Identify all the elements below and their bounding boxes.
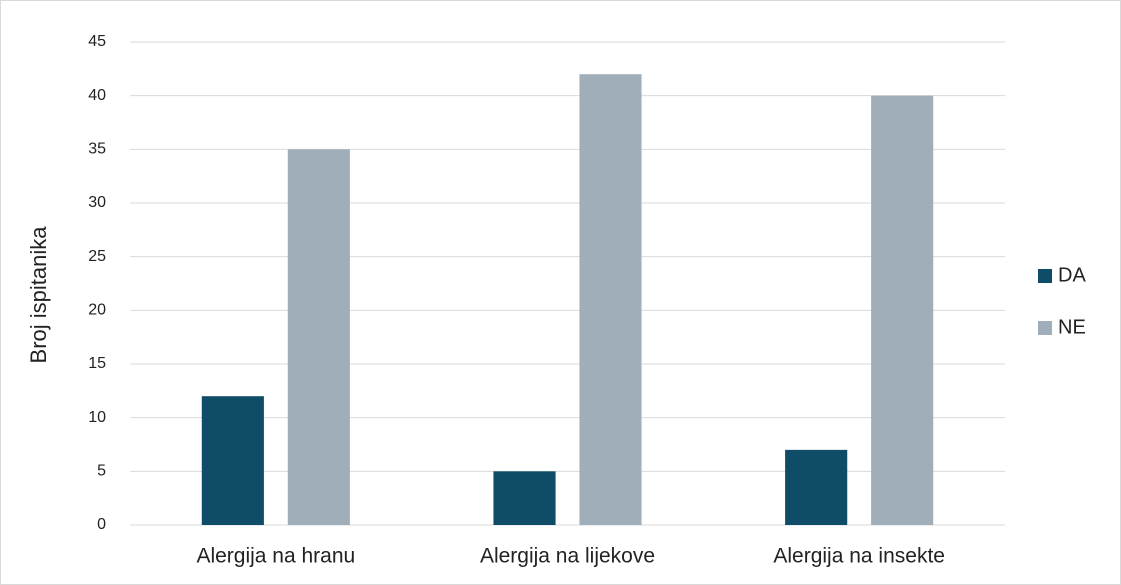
- y-tick-label: 45: [88, 33, 106, 50]
- bar: [493, 471, 556, 525]
- y-tick-label: 0: [97, 516, 106, 533]
- legend-swatch: [1038, 269, 1052, 283]
- bar: [287, 149, 350, 526]
- y-tick-label: 25: [88, 248, 106, 265]
- y-tick-label: 10: [88, 409, 106, 426]
- y-tick-label: 20: [88, 302, 106, 319]
- y-tick-label: 30: [88, 194, 106, 211]
- legend-label: NE: [1058, 316, 1086, 338]
- y-tick-label: 15: [88, 355, 106, 372]
- y-tick-label: 40: [88, 87, 106, 104]
- bar: [871, 95, 934, 526]
- x-tick-label: Alergija na hranu: [196, 545, 355, 568]
- y-axis-label: Broj ispitanika: [26, 226, 51, 364]
- bar: [785, 449, 848, 525]
- y-tick-label: 35: [88, 141, 106, 158]
- x-tick-label: Alergija na lijekove: [480, 545, 655, 568]
- legend-label: DA: [1058, 264, 1086, 286]
- legend-swatch: [1038, 321, 1052, 335]
- bar: [201, 396, 264, 525]
- bar: [579, 74, 642, 525]
- x-tick-label: Alergija na insekte: [773, 545, 945, 568]
- y-tick-label: 5: [97, 463, 106, 480]
